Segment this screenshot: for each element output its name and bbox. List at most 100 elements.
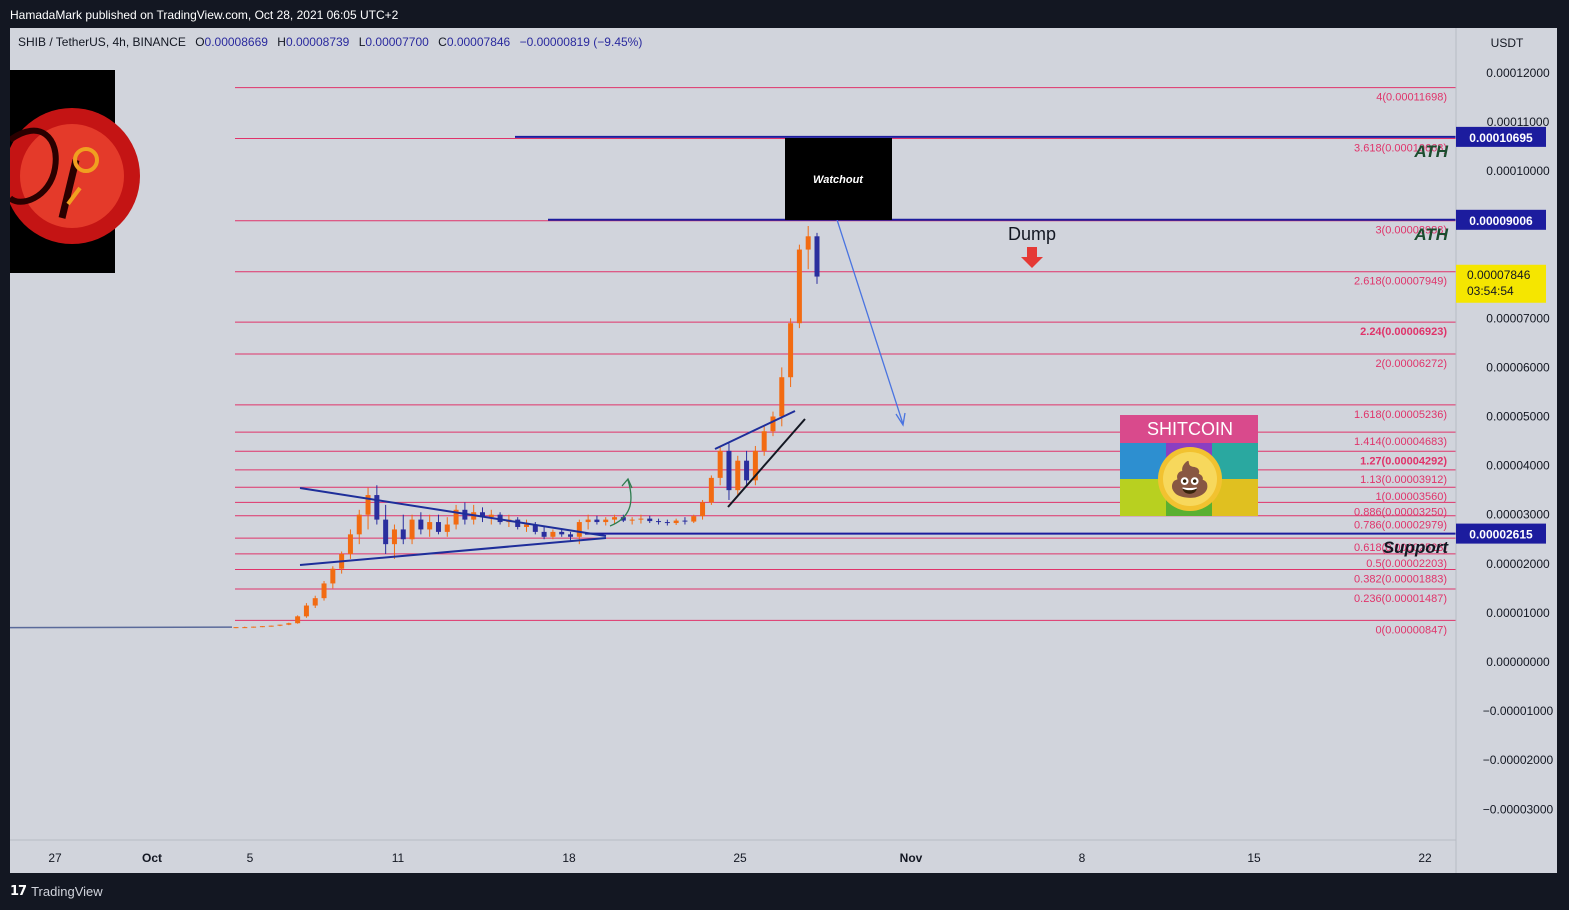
svg-text:SHIB / TetherUS, 4h, BINANCE: SHIB / TetherUS, 4h, BINANCE O0.00008669…	[18, 35, 642, 49]
candle-body[interactable]	[365, 495, 371, 515]
open-value: 0.00008669	[205, 35, 269, 49]
candle-body[interactable]	[726, 450, 732, 491]
candle-body[interactable]	[268, 625, 274, 627]
candle-body[interactable]	[550, 531, 556, 537]
candle-body[interactable]	[444, 524, 450, 532]
candle-body[interactable]	[427, 522, 433, 530]
candle-body[interactable]	[638, 518, 644, 520]
fib-level-label: 1.618(0.00005236)	[1354, 409, 1447, 421]
time-tick-label: 25	[733, 851, 747, 865]
candle-body[interactable]	[744, 460, 750, 481]
countdown-timer: 03:54:54	[1467, 284, 1514, 298]
candle-body[interactable]	[453, 509, 459, 525]
candle-body[interactable]	[559, 531, 565, 535]
fib-level-label: 2.618(0.00007949)	[1354, 276, 1447, 288]
time-tick-label: Oct	[142, 851, 162, 865]
candle-body[interactable]	[515, 519, 521, 527]
candle-body[interactable]	[647, 518, 653, 522]
wedge-lower-line[interactable]	[727, 418, 806, 508]
candle-body[interactable]	[735, 460, 741, 491]
price-tick-label: 0.00000000	[1486, 655, 1550, 669]
current-price-value: 0.00007846	[1467, 268, 1531, 282]
dump-projection-arrowhead	[895, 412, 906, 427]
candle-body[interactable]	[594, 519, 600, 523]
tradingview-logo[interactable]: 17 TradingView	[10, 884, 103, 899]
candle-body[interactable]	[585, 519, 591, 523]
candle-body[interactable]	[409, 519, 415, 540]
candle-body[interactable]	[682, 520, 688, 522]
candle-body[interactable]	[708, 477, 714, 503]
candle-body[interactable]	[620, 517, 626, 521]
time-tick-label: 15	[1247, 851, 1261, 865]
candle-body[interactable]	[770, 416, 776, 432]
triangle-lower-line[interactable]	[299, 537, 607, 566]
fib-level-label: 0(0.00000847)	[1375, 624, 1447, 636]
candles	[9, 225, 820, 629]
candle-body[interactable]	[691, 516, 697, 522]
time-tick-label: 27	[48, 851, 62, 865]
candle-body[interactable]	[418, 519, 424, 530]
watchout-box[interactable]	[785, 138, 892, 220]
candle-body[interactable]	[656, 521, 662, 523]
triangle-upper-line[interactable]	[299, 487, 607, 537]
dump-projection-arrow	[829, 197, 904, 425]
candle-body[interactable]	[700, 502, 706, 517]
chart-frame[interactable]: 4(0.00011698) 3.618(0.00010663) 3(0.000089…	[4, 28, 1557, 873]
candle-body[interactable]	[629, 519, 635, 521]
candle-body[interactable]	[330, 568, 336, 584]
time-tick-label: 5	[247, 851, 254, 865]
shitcoin-image: SHITCOIN 💩	[1120, 415, 1258, 516]
candle-body[interactable]	[295, 616, 301, 624]
candle-body[interactable]	[374, 495, 380, 520]
candle-body[interactable]	[603, 519, 609, 523]
price-badge[interactable]	[1456, 126, 1546, 147]
current-price-badge[interactable]: 0.00007846 03:54:54	[1456, 264, 1546, 303]
candle-body[interactable]	[664, 522, 670, 524]
candle-body[interactable]	[312, 598, 318, 606]
candle-body[interactable]	[321, 583, 327, 599]
candle-body[interactable]	[541, 531, 547, 537]
candle-body[interactable]	[356, 514, 362, 535]
fib-level-label: 0.236(0.00001487)	[1354, 593, 1447, 605]
candle-body[interactable]	[532, 524, 538, 532]
price-tick-label: −0.00002000	[1483, 753, 1554, 767]
candle-body[interactable]	[242, 627, 248, 629]
candle-body[interactable]	[717, 450, 723, 478]
candle-body[interactable]	[814, 236, 820, 277]
price-tick-label: 0.00010000	[1486, 164, 1550, 178]
candle-body[interactable]	[805, 236, 811, 250]
candle-body[interactable]	[576, 522, 582, 537]
price-tick-label: 0.00006000	[1486, 360, 1550, 374]
candle-body[interactable]	[277, 624, 283, 626]
candle-body[interactable]	[259, 626, 265, 628]
wedge-upper-line[interactable]	[714, 410, 796, 450]
candle-body[interactable]	[286, 623, 292, 625]
candle-body[interactable]	[391, 529, 397, 545]
candle-body[interactable]	[779, 377, 785, 417]
candle-body[interactable]	[796, 249, 802, 324]
candle-body[interactable]	[524, 524, 529, 527]
candle-body[interactable]	[568, 534, 574, 537]
bounce-arrow	[609, 479, 632, 527]
candle-body[interactable]	[761, 431, 767, 451]
candle-body[interactable]	[612, 517, 618, 520]
price-badge-label: 0.00009006	[1469, 214, 1533, 228]
candle-body[interactable]	[435, 522, 441, 532]
fib-level-label: 2(0.00006272)	[1375, 358, 1447, 370]
candle-body[interactable]	[788, 323, 794, 378]
candle-body[interactable]	[479, 512, 485, 518]
candle-body[interactable]	[233, 627, 239, 629]
avatar-image	[4, 70, 140, 273]
candle-body[interactable]	[383, 519, 389, 545]
candle-body[interactable]	[488, 514, 494, 518]
price-badge[interactable]	[1456, 523, 1546, 544]
price-badge[interactable]	[1456, 209, 1546, 230]
candle-body[interactable]	[303, 605, 309, 617]
candle-body[interactable]	[673, 520, 679, 524]
candle-body[interactable]	[400, 529, 406, 540]
candle-body[interactable]	[752, 450, 758, 481]
chart-svg[interactable]: 4(0.00011698) 3.618(0.00010663) 3(0.000089…	[4, 28, 1557, 873]
symbol-bar[interactable]: SHIB / TetherUS, 4h, BINANCE O0.00008669…	[18, 35, 642, 49]
candle-body[interactable]	[347, 534, 353, 554]
candle-body[interactable]	[251, 626, 257, 628]
